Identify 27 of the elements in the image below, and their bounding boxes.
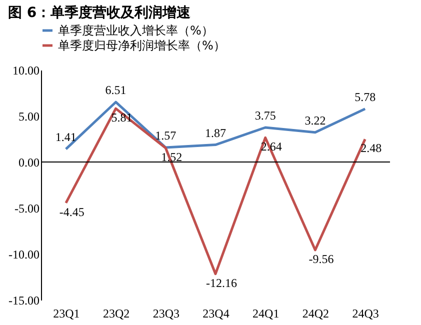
data-label: 3.22 [304, 113, 326, 128]
x-tick-label: 24Q1 [252, 306, 280, 320]
data-label: 1.57 [155, 128, 176, 143]
x-tick-label: 24Q2 [302, 306, 330, 320]
x-tick-label: 24Q3 [352, 306, 379, 320]
x-tick-label: 23Q2 [102, 306, 130, 320]
data-label: 1.87 [205, 126, 226, 140]
data-label: -4.45 [59, 204, 84, 219]
y-tick-label: 5.00 [18, 110, 40, 124]
y-tick-label: -5.00 [14, 202, 40, 216]
data-label: 3.75 [254, 108, 276, 122]
x-tick-label: 23Q1 [53, 306, 80, 320]
y-tick-label: -15.00 [8, 294, 40, 308]
x-tick-label: 23Q4 [202, 306, 230, 320]
y-tick-label: 0.00 [18, 156, 40, 170]
legend-label: 单季度营业收入增长率（%） [58, 24, 214, 38]
data-label: 2.48 [360, 141, 382, 156]
y-tick-label: 10.00 [12, 64, 40, 78]
data-label: 5.78 [354, 90, 376, 104]
data-label: -9.56 [308, 252, 334, 266]
data-label: 1.41 [55, 130, 76, 144]
data-label: -12.16 [206, 276, 237, 290]
chart-title: 图 6：单季度营收及利润增速 [8, 4, 192, 21]
data-label: 6.51 [105, 83, 126, 98]
y-tick-label: -10.00 [8, 248, 40, 262]
legend-label: 单季度归母净利润增长率（%） [58, 38, 226, 52]
x-tick-label: 23Q3 [152, 306, 180, 320]
